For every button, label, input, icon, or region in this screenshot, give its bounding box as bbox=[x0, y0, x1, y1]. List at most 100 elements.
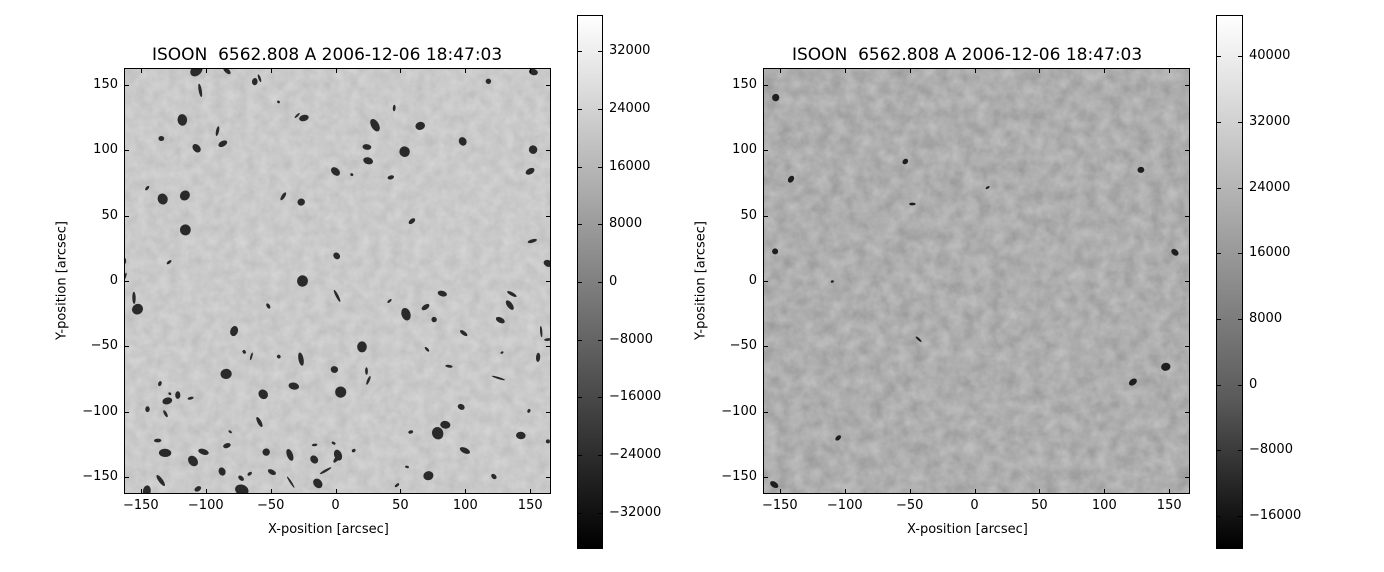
dark-feature bbox=[168, 392, 172, 396]
right-x-tick-mark bbox=[1104, 489, 1106, 494]
right-colorbar-tick-mark bbox=[1238, 450, 1243, 452]
dark-feature bbox=[249, 352, 253, 361]
right-colorbar-tick-label: 24000 bbox=[1249, 179, 1291, 195]
left-y-tick-mark bbox=[546, 215, 551, 217]
dark-feature bbox=[1137, 166, 1145, 173]
right-x-tick-mark bbox=[844, 68, 846, 73]
dark-feature bbox=[431, 316, 437, 323]
dark-feature bbox=[163, 410, 168, 418]
dark-feature bbox=[294, 112, 300, 119]
dark-feature bbox=[145, 185, 150, 191]
dark-feature bbox=[500, 351, 504, 354]
dark-feature bbox=[125, 258, 127, 264]
dark-feature bbox=[266, 303, 271, 309]
right-x-tick-mark bbox=[844, 489, 846, 494]
left-x-tick-mark bbox=[270, 489, 272, 494]
dark-feature bbox=[1128, 378, 1137, 386]
dark-feature bbox=[267, 469, 276, 476]
right-x-tick-mark bbox=[974, 68, 976, 73]
dark-feature bbox=[363, 157, 373, 165]
left-y-tick-mark bbox=[124, 215, 129, 217]
right-colorbar-tick-mark bbox=[1238, 516, 1243, 518]
left-x-tick-mark bbox=[205, 489, 207, 494]
dark-feature bbox=[132, 291, 136, 304]
dark-feature bbox=[297, 275, 308, 287]
dark-feature bbox=[125, 272, 127, 281]
dark-feature bbox=[333, 289, 341, 302]
left-colorbar-tick-label: −8000 bbox=[609, 331, 653, 347]
right-y-tick-mark bbox=[763, 411, 768, 413]
dark-feature bbox=[525, 167, 535, 175]
dark-feature bbox=[491, 375, 506, 381]
left-colorbar-tick-mark bbox=[598, 224, 603, 226]
right-plot-title: ISOON 6562.808 A 2006-12-06 18:47:03 bbox=[792, 45, 1143, 65]
dark-feature bbox=[432, 426, 444, 440]
right-colorbar-tick-mark bbox=[1216, 450, 1221, 452]
left-x-tick-mark bbox=[465, 489, 467, 494]
dark-feature bbox=[408, 430, 414, 434]
dark-feature bbox=[350, 173, 354, 177]
left-x-tick-mark bbox=[205, 68, 207, 73]
dark-feature bbox=[190, 69, 203, 77]
dark-feature bbox=[235, 484, 249, 493]
dark-feature bbox=[286, 476, 295, 488]
left-x-tick-mark bbox=[530, 68, 532, 73]
right-y-tick-mark bbox=[763, 215, 768, 217]
dark-feature bbox=[457, 403, 465, 410]
left-colorbar-tick-mark bbox=[598, 512, 603, 514]
dark-feature bbox=[299, 114, 309, 122]
left-y-tick-label: 50 bbox=[101, 207, 118, 223]
dark-feature bbox=[215, 126, 220, 137]
left-x-tick-mark bbox=[140, 489, 142, 494]
left-y-axis-label: Y-position [arcsec] bbox=[54, 221, 70, 340]
dark-feature bbox=[437, 290, 447, 297]
left-x-tick-mark bbox=[400, 489, 402, 494]
dark-feature bbox=[220, 368, 232, 380]
left-x-tick-label: −150 bbox=[123, 498, 159, 513]
dark-feature bbox=[131, 493, 134, 494]
dark-feature bbox=[394, 483, 400, 488]
left-colorbar-tick-mark bbox=[598, 455, 603, 457]
left-x-tick-mark bbox=[335, 68, 337, 73]
right-colorbar bbox=[1216, 15, 1243, 549]
dark-feature bbox=[505, 300, 514, 310]
dark-feature bbox=[485, 78, 492, 84]
dark-feature bbox=[528, 145, 538, 154]
dark-feature bbox=[145, 406, 150, 413]
right-x-tick-label: 0 bbox=[970, 498, 979, 513]
left-y-tick-mark bbox=[124, 150, 129, 152]
left-x-axis-label: X-position [arcsec] bbox=[268, 522, 389, 537]
left-y-tick-mark bbox=[124, 411, 129, 413]
dark-feature bbox=[357, 341, 367, 353]
left-y-tick-label: 150 bbox=[93, 76, 118, 92]
dark-feature bbox=[298, 352, 304, 366]
right-colorbar-tick-mark bbox=[1216, 253, 1221, 255]
right-y-tick-mark bbox=[763, 281, 768, 282]
left-y-tick-mark bbox=[124, 84, 129, 86]
dark-feature bbox=[188, 455, 198, 467]
dark-feature bbox=[1161, 362, 1171, 371]
dark-feature bbox=[223, 443, 231, 449]
right-colorbar-tick-mark bbox=[1238, 253, 1243, 255]
dark-feature bbox=[198, 448, 209, 455]
right-solar-image bbox=[763, 68, 1190, 494]
dark-feature bbox=[158, 448, 172, 458]
dark-feature bbox=[194, 486, 202, 492]
left-y-tick-label: −150 bbox=[82, 469, 118, 484]
right-x-tick-label: 150 bbox=[1156, 498, 1182, 513]
dark-feature bbox=[985, 186, 990, 190]
dark-feature bbox=[247, 471, 252, 476]
dark-feature bbox=[262, 448, 270, 456]
left-y-tick-label: 0 bbox=[109, 273, 118, 288]
right-y-tick-label: 0 bbox=[748, 273, 757, 288]
dark-feature bbox=[192, 144, 201, 153]
dark-feature bbox=[162, 397, 173, 405]
left-y-tick-mark bbox=[124, 346, 129, 348]
left-x-tick-label: 50 bbox=[392, 498, 409, 513]
left-colorbar-tick-label: 16000 bbox=[609, 158, 651, 174]
right-x-tick-label: −100 bbox=[826, 498, 863, 513]
right-colorbar-tick-label: 16000 bbox=[1249, 245, 1291, 261]
dark-feature bbox=[132, 303, 143, 315]
left-colorbar-tick-mark bbox=[598, 282, 603, 283]
right-solar-image-svg bbox=[764, 69, 1189, 493]
